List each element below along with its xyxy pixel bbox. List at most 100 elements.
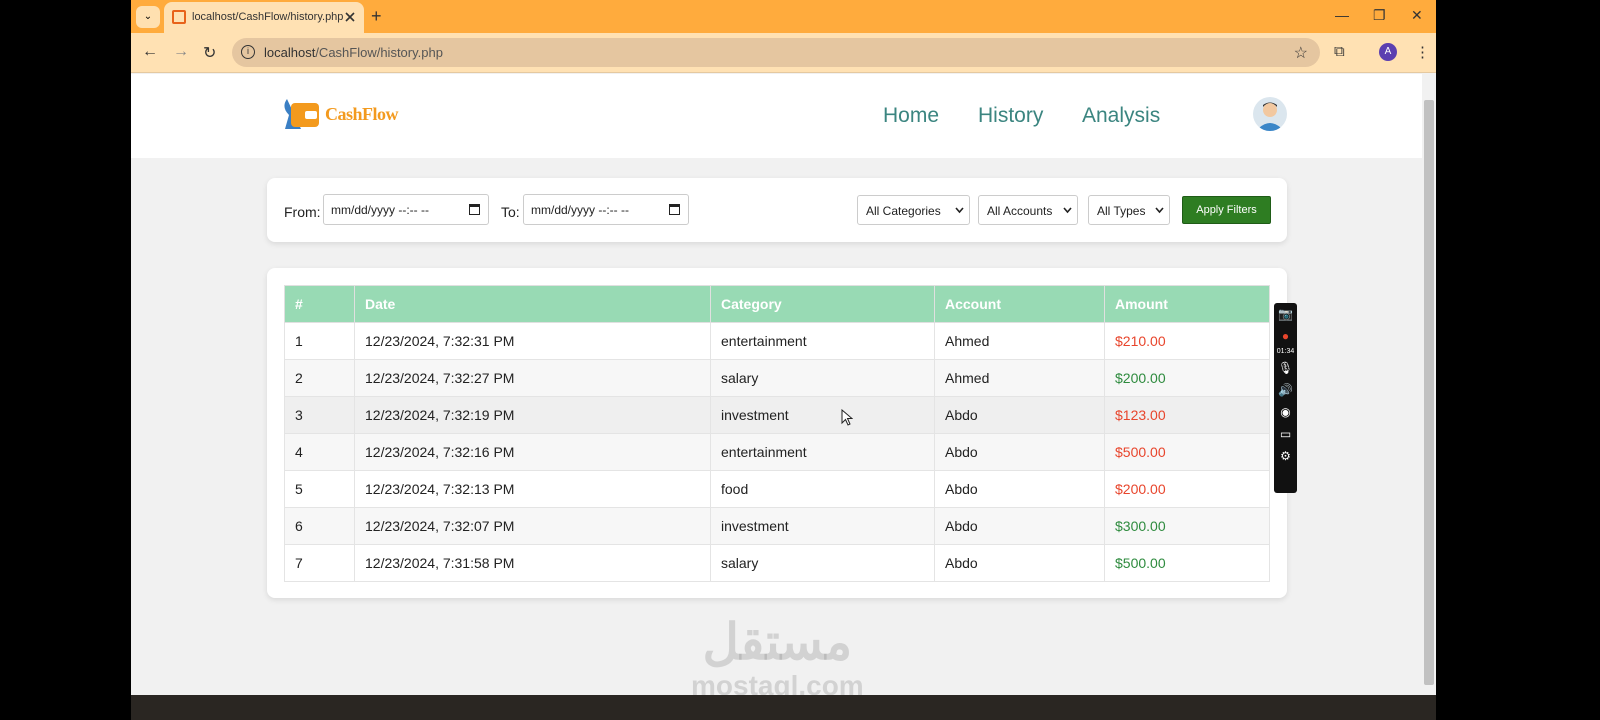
cell-account: Abdo <box>934 544 1105 582</box>
cell-n: 6 <box>284 507 355 545</box>
forward-icon[interactable]: → <box>173 43 189 60</box>
category-value: All Categories <box>866 204 941 218</box>
table-row: 6 12/23/2024, 7:32:07 PM investment Abdo $30… <box>284 507 1270 545</box>
cell-amount: $210.00 <box>1104 322 1270 360</box>
nav-analysis[interactable]: Analysis <box>1082 104 1161 127</box>
col-category: Category <box>710 285 935 323</box>
back-icon[interactable]: ← <box>142 43 158 60</box>
browser-toolbar: ← → ↻ i localhost/CashFlow/history.php ☆… <box>131 33 1436 73</box>
xampp-favicon-icon <box>172 10 186 24</box>
camera-icon[interactable]: 📷 <box>1278 307 1293 321</box>
cell-n: 3 <box>284 396 355 434</box>
logo[interactable]: CashFlow <box>281 97 399 131</box>
mostaql-watermark: مستقل mostaql.com <box>691 614 864 695</box>
new-tab-button[interactable]: + <box>371 6 382 26</box>
cell-amount: $300.00 <box>1104 507 1270 545</box>
cell-date: 12/23/2024, 7:31:58 PM <box>354 544 711 582</box>
cell-category: entertainment <box>710 433 935 471</box>
cell-account: Abdo <box>934 507 1105 545</box>
cell-date: 12/23/2024, 7:32:19 PM <box>354 396 711 434</box>
calendar-icon[interactable] <box>669 204 680 215</box>
scrollbar-thumb[interactable] <box>1424 100 1434 685</box>
from-placeholder: mm/dd/yyyy --:-- -- <box>331 203 429 217</box>
profile-avatar[interactable]: A <box>1379 43 1397 61</box>
url-path: /CashFlow/history.php <box>315 45 443 60</box>
col-account: Account <box>934 285 1105 323</box>
account-select[interactable]: All Accounts <box>978 195 1078 225</box>
reload-icon[interactable]: ↻ <box>203 45 217 62</box>
cell-account: Abdo <box>934 433 1105 471</box>
active-tab[interactable]: localhost/CashFlow/history.php <box>164 2 364 33</box>
close-window-icon[interactable]: ✕ <box>1411 7 1423 23</box>
to-placeholder: mm/dd/yyyy --:-- -- <box>531 203 629 217</box>
screen-icon[interactable]: ▭ <box>1279 427 1292 441</box>
microphone-icon[interactable]: 🎙 <box>1277 361 1294 375</box>
settings-gear-icon[interactable]: ⚙ <box>1280 449 1291 463</box>
cell-category: investment <box>710 396 935 434</box>
cell-amount: $200.00 <box>1104 359 1270 397</box>
close-tab-icon[interactable] <box>345 12 355 22</box>
cell-date: 12/23/2024, 7:32:16 PM <box>354 433 711 471</box>
tab-bar: ⌄ localhost/CashFlow/history.php + — ❐ ✕ <box>131 0 1436 33</box>
history-table: # Date Category Account Amount 1 12/23/20… <box>284 285 1270 582</box>
speaker-icon[interactable]: 🔊 <box>1278 383 1293 397</box>
cell-account: Abdo <box>934 396 1105 434</box>
cell-amount: $500.00 <box>1104 433 1270 471</box>
page-scrollbar[interactable] <box>1422 74 1436 695</box>
category-select[interactable]: All Categories <box>857 195 970 225</box>
mouse-cursor-icon <box>841 409 853 426</box>
filter-bar: From: mm/dd/yyyy --:-- -- To: mm/dd/yyyy… <box>267 178 1287 242</box>
table-row: 1 12/23/2024, 7:32:31 PM entertainment Ahme… <box>284 322 1270 360</box>
cell-date: 12/23/2024, 7:32:31 PM <box>354 322 711 360</box>
record-icon[interactable]: ● <box>1281 329 1290 343</box>
user-avatar[interactable] <box>1253 97 1287 131</box>
site-info-icon[interactable]: i <box>241 45 255 59</box>
watermark-arabic: مستقل <box>702 614 853 670</box>
table-row: 4 12/23/2024, 7:32:16 PM entertainment Abdo… <box>284 433 1270 471</box>
menu-kebab-icon[interactable]: ⋮ <box>1415 44 1430 61</box>
minimize-icon[interactable]: — <box>1335 7 1349 23</box>
logo-text: CashFlow <box>325 104 399 124</box>
cell-amount: $500.00 <box>1104 544 1270 582</box>
cell-date: 12/23/2024, 7:32:27 PM <box>354 359 711 397</box>
cell-amount: $123.00 <box>1104 396 1270 434</box>
cell-category: salary <box>710 544 935 582</box>
from-label: From: <box>284 204 321 220</box>
cell-n: 1 <box>284 322 355 360</box>
table-row: 5 12/23/2024, 7:32:13 PM food Abdo $200.00 <box>284 470 1270 508</box>
tab-title: localhost/CashFlow/history.php <box>192 11 344 23</box>
screen-recorder-toolbar: 📷 ● 01:34 🎙 🔊 ◉ ▭ ⚙ <box>1274 303 1297 493</box>
from-date-input[interactable]: mm/dd/yyyy --:-- -- <box>323 194 489 225</box>
table-row: 2 12/23/2024, 7:32:27 PM salary Ahmed $200.0… <box>284 359 1270 397</box>
cell-n: 4 <box>284 433 355 471</box>
cell-n: 5 <box>284 470 355 508</box>
type-select[interactable]: All Types <box>1088 195 1170 225</box>
cell-category: salary <box>710 359 935 397</box>
history-table-card: # Date Category Account Amount 1 12/23/20… <box>267 268 1287 598</box>
webcam-icon[interactable]: ◉ <box>1280 405 1291 419</box>
url-host: localhost <box>264 45 316 60</box>
bookmark-star-icon[interactable]: ☆ <box>1293 45 1308 62</box>
cell-date: 12/23/2024, 7:32:07 PM <box>354 507 711 545</box>
col-date: Date <box>354 285 711 323</box>
nav-home[interactable]: Home <box>883 104 940 127</box>
user-icon <box>1256 102 1284 131</box>
cell-date: 12/23/2024, 7:32:13 PM <box>354 470 711 508</box>
nav-history[interactable]: History <box>978 104 1044 127</box>
cell-category: food <box>710 470 935 508</box>
restore-icon[interactable]: ❐ <box>1373 7 1386 23</box>
cell-amount: $200.00 <box>1104 470 1270 508</box>
apply-filters-button[interactable]: Apply Filters <box>1182 196 1271 224</box>
wallet-logo-icon <box>284 99 319 129</box>
tab-search-button[interactable]: ⌄ <box>136 6 160 28</box>
calendar-icon[interactable] <box>469 204 480 215</box>
cell-n: 2 <box>284 359 355 397</box>
cell-category: investment <box>710 507 935 545</box>
address-bar[interactable]: i localhost/CashFlow/history.php ☆ <box>232 38 1320 67</box>
cell-account: Ahmed <box>934 322 1105 360</box>
col-number: # <box>284 285 355 323</box>
page: CashFlow Home History Analysis From: mm/… <box>131 74 1422 695</box>
extensions-icon[interactable]: ⧉ <box>1334 43 1345 60</box>
to-date-input[interactable]: mm/dd/yyyy --:-- -- <box>523 194 689 225</box>
chevron-down-icon <box>1155 207 1164 214</box>
